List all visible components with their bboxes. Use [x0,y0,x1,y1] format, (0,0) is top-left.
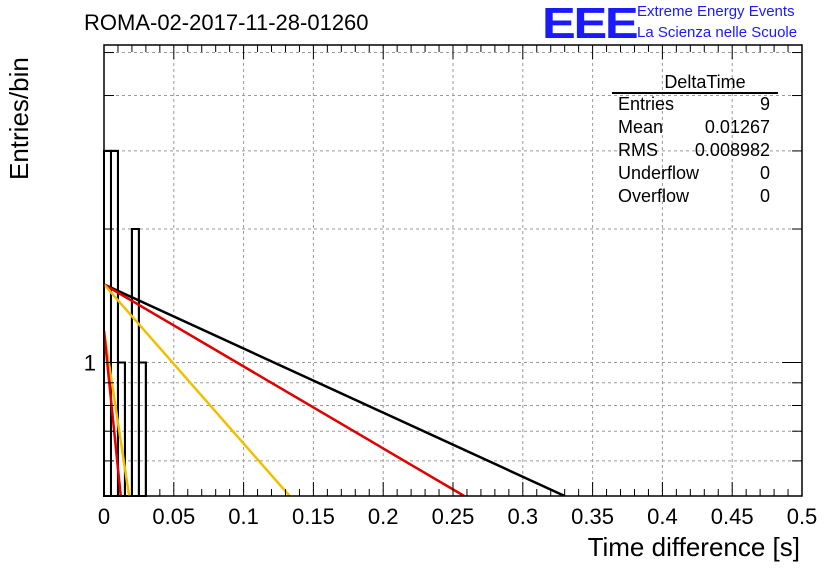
x-tick-label: 0.4 [647,504,678,529]
stats-label: Mean [618,117,663,137]
fit-line [104,283,566,496]
stats-value: 0 [760,186,770,206]
stats-value: 9 [760,94,770,114]
x-tick-label: 0.15 [292,504,335,529]
x-axis-label: Time difference [s] [587,532,800,562]
histogram-bin [103,149,112,497]
stats-value: 0 [760,163,770,183]
x-tick-label: 0.5 [787,504,818,529]
logo-line-2: La Scienza nelle Scuole [637,24,798,41]
stats-label: RMS [618,140,658,160]
fit-line [104,283,465,496]
fit-line [104,330,122,496]
x-tick-label: 0.2 [368,504,399,529]
x-tick-label: 0.1 [228,504,259,529]
x-tick-label: 0.35 [571,504,614,529]
x-tick-label: 0.05 [152,504,195,529]
y-tick-label: 1 [84,351,96,376]
stats-title: DeltaTime [664,72,745,92]
grid [104,45,802,496]
fit-line [104,330,131,496]
stats-value: 0.01267 [705,117,770,137]
page-title: ROMA-02-2017-11-28-01260 [84,10,369,35]
axes: 0 0.05 0.1 0.15 0.2 0.25 0.3 0.35 0.4 0.45 0.5 1 [84,44,818,529]
fit-lines [104,283,566,496]
stats-label: Entries [618,94,674,114]
eee-logo: EEE [542,0,639,48]
x-tick-label: 0.25 [432,504,475,529]
fit-line [104,283,291,496]
logo-line-1: Extreme Energy Events [637,3,795,20]
x-tick-label: 0 [98,504,110,529]
stats-label: Underflow [618,163,700,183]
x-tick-label: 0.45 [711,504,754,529]
stats-value: 0.008982 [695,140,770,160]
x-tick-label: 0.3 [508,504,539,529]
stats-label: Overflow [618,186,690,206]
